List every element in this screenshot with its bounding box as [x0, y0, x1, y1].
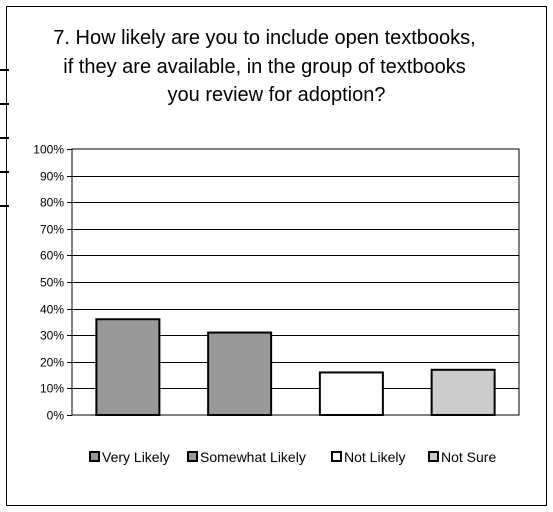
y-tick-label: 0%: [47, 409, 65, 423]
legend-label: Not Likely: [344, 449, 405, 465]
y-tick-label: 50%: [40, 276, 64, 290]
legend-label: Not Sure: [441, 449, 496, 465]
side-mark: [0, 137, 9, 139]
legend-swatch: [428, 451, 439, 462]
y-tick-label: 90%: [40, 170, 64, 184]
side-mark: [0, 171, 9, 173]
chart-title-line-3: you review for adoption?: [167, 84, 386, 106]
y-tick-label: 30%: [40, 329, 64, 343]
legend-swatch: [89, 451, 100, 462]
side-mark: [0, 205, 9, 207]
side-mark: [0, 69, 9, 71]
side-mark: [0, 103, 9, 105]
legend-label: Very Likely: [102, 449, 170, 465]
legend-swatch: [331, 451, 342, 462]
bar-not-sure: [430, 368, 496, 416]
y-tick-label: 100%: [33, 143, 64, 157]
chart-title-line-2: if they are available, in the group of t…: [63, 56, 466, 78]
bar-very-likely: [95, 318, 161, 416]
bar-not-likely: [318, 371, 384, 417]
chart-title-line-1: 7. How likely are you to include open te…: [53, 27, 476, 49]
chart-frame: [6, 6, 547, 506]
y-tick-label: 10%: [40, 382, 64, 396]
y-tick-label: 80%: [40, 196, 64, 210]
y-tick-label: 70%: [40, 223, 64, 237]
y-tick-label: 40%: [40, 303, 64, 317]
bar-somewhat-likely: [207, 331, 273, 417]
y-tick-label: 20%: [40, 356, 64, 370]
legend-label: Somewhat Likely: [200, 449, 306, 465]
y-tick-label: 60%: [40, 249, 64, 263]
legend-swatch: [187, 451, 198, 462]
